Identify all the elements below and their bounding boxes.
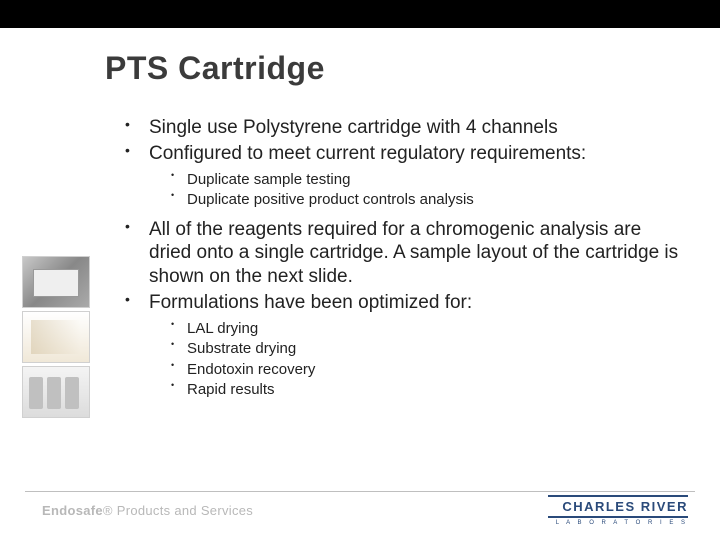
bullet-2: Configured to meet current regulatory re… (125, 142, 680, 210)
side-image-vials (22, 366, 90, 418)
bullet-4: Formulations have been optimized for: LA… (125, 291, 680, 400)
footer-brand: Endosafe (42, 503, 103, 518)
bullet-4-sub-3: Endotoxin recovery (149, 360, 680, 380)
slide-title: PTS Cartridge (105, 50, 325, 87)
footer-right-logo: CHARLES RIVER L A B O R A T O R I E S (548, 493, 688, 526)
side-image-device (22, 256, 90, 308)
bullet-4-text: Formulations have been optimized for: (149, 292, 472, 313)
logo-line-bottom (548, 516, 688, 518)
bullet-list: Single use Polystyrene cartridge with 4 … (125, 116, 680, 400)
bullet-4-sub-1: LAL drying (149, 319, 680, 339)
side-image-pipette (22, 311, 90, 363)
side-image-strip (22, 256, 92, 421)
bullet-4-sublist: LAL drying Substrate drying Endotoxin re… (149, 319, 680, 400)
content-area: Single use Polystyrene cartridge with 4 … (125, 116, 680, 408)
bullet-2-text: Configured to meet current regulatory re… (149, 143, 586, 164)
footer-left: Endosafe® Products and Services (42, 503, 253, 518)
logo-sub: L A B O R A T O R I E S (548, 520, 688, 526)
bullet-1: Single use Polystyrene cartridge with 4 … (125, 116, 680, 140)
footer-reg: ® (103, 503, 113, 518)
bullet-2-sub-1: Duplicate sample testing (149, 170, 680, 190)
bullet-4-sub-2: Substrate drying (149, 339, 680, 359)
logo-name: CHARLES RIVER (548, 499, 688, 514)
footer-tail: Products and Services (113, 503, 253, 518)
footer-divider (25, 491, 695, 492)
top-black-bar (0, 0, 720, 28)
bullet-3: All of the reagents required for a chrom… (125, 218, 680, 289)
slide-body: PTS Cartridge Single use Polystyrene car… (0, 28, 720, 540)
bullet-2-sub-2: Duplicate positive product controls anal… (149, 190, 680, 210)
bullet-2-sublist: Duplicate sample testing Duplicate posit… (149, 170, 680, 210)
logo-line-top (548, 495, 688, 497)
bullet-4-sub-4: Rapid results (149, 380, 680, 400)
